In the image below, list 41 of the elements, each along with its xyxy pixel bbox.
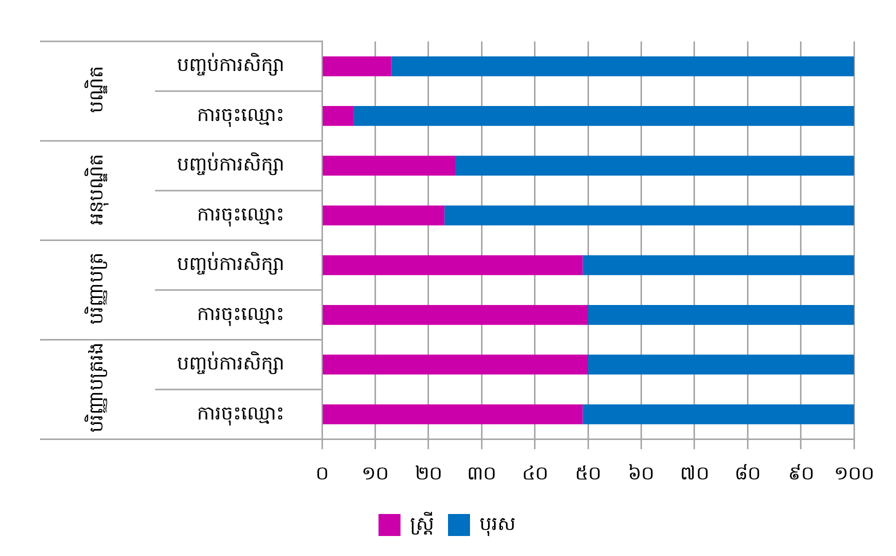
text: អនុបណ្ឌិត	[84, 152, 110, 227]
y-tick-label: ការចុះឈ្មោះ	[197, 104, 284, 128]
y-tick-label: បញ្ចប់ការសិក្សា	[177, 251, 284, 276]
x-tick-label: ១០០	[834, 462, 874, 485]
bar	[391, 56, 854, 76]
y-tick-label: បញ្ចប់ការសិក្សា	[177, 152, 284, 176]
legend-label: ស្ត្រី	[410, 510, 434, 535]
x-tick-label: ៣០	[467, 462, 496, 485]
x-tick-label: ៥០	[575, 462, 601, 485]
bar	[322, 255, 583, 276]
bar	[582, 404, 854, 424]
x-tick-label: ១០	[362, 462, 389, 485]
bar	[455, 156, 854, 176]
text: បរិញ្ញាបត្ររង	[84, 342, 109, 434]
x-tick-label: ៤០	[522, 462, 548, 485]
y-tick-label: ការចុះឈ្មោះ	[197, 203, 284, 228]
bar	[322, 304, 588, 325]
x-tick-label: ៨០	[734, 462, 761, 485]
text: បណ្ឌិត	[84, 64, 109, 115]
y-tick-label: ការចុះឈ្មោះ	[197, 302, 284, 327]
bar	[322, 354, 588, 375]
legend-label: បុរស	[480, 512, 516, 537]
bar	[582, 255, 854, 276]
text: បរិញ្ញាបត្រ	[84, 251, 109, 326]
bar	[322, 404, 583, 424]
bar	[322, 156, 455, 176]
y-tick-label: ការចុះឈ្មោះ	[197, 402, 284, 426]
x-tick-label: ៧០	[680, 462, 709, 485]
bar	[322, 106, 354, 126]
y-tick-label: បញ្ចប់ការសិក្សា	[177, 52, 284, 76]
x-tick-label: ៦០	[628, 462, 654, 485]
bar	[354, 106, 854, 126]
y-tick-label: បញ្ចប់ការសិក្សា	[177, 350, 284, 375]
x-tick-label: ០	[316, 462, 328, 485]
bar	[444, 205, 854, 226]
bar	[588, 354, 854, 375]
bar	[322, 205, 444, 226]
bar	[322, 56, 392, 76]
x-tick-label: ២០	[414, 462, 442, 485]
bar	[588, 304, 854, 325]
x-tick-label: ៩០	[788, 462, 814, 485]
